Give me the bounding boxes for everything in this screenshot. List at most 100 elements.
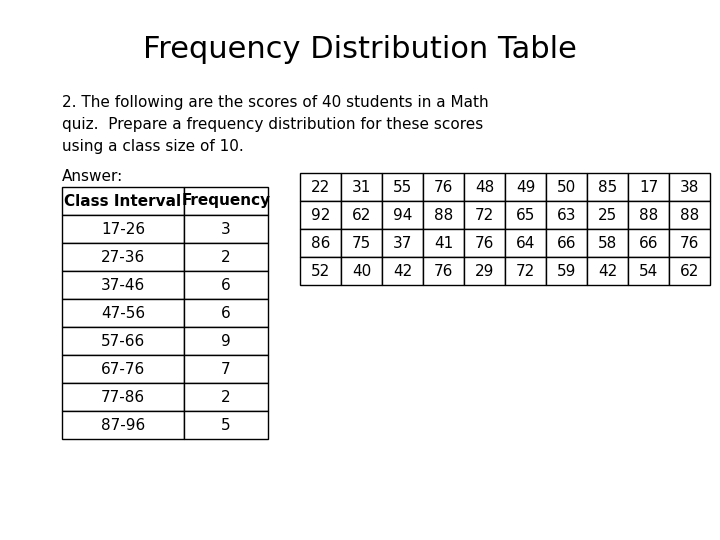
Text: 49: 49 <box>516 179 535 194</box>
Bar <box>184 355 268 383</box>
Bar <box>62 355 184 383</box>
Text: Frequency Distribution Table: Frequency Distribution Table <box>143 35 577 64</box>
Text: 87-96: 87-96 <box>101 417 145 433</box>
Bar <box>184 327 268 355</box>
Text: 50: 50 <box>557 179 576 194</box>
Bar <box>62 243 184 271</box>
Text: 31: 31 <box>352 179 372 194</box>
Text: 88: 88 <box>639 207 658 222</box>
Text: 64: 64 <box>516 235 535 251</box>
Text: 94: 94 <box>393 207 412 222</box>
Text: 76: 76 <box>474 235 494 251</box>
Text: 67-76: 67-76 <box>101 361 145 376</box>
Bar <box>341 257 382 285</box>
Bar <box>587 201 628 229</box>
Bar <box>184 215 268 243</box>
Text: 72: 72 <box>475 207 494 222</box>
Bar <box>382 201 423 229</box>
Text: 48: 48 <box>475 179 494 194</box>
Text: 42: 42 <box>598 264 617 279</box>
Bar <box>184 243 268 271</box>
Text: 63: 63 <box>557 207 576 222</box>
Bar <box>184 299 268 327</box>
Text: using a class size of 10.: using a class size of 10. <box>62 139 244 154</box>
Bar <box>300 201 341 229</box>
Text: 85: 85 <box>598 179 617 194</box>
Bar <box>184 383 268 411</box>
Text: Answer:: Answer: <box>62 169 123 184</box>
Bar <box>423 173 464 201</box>
Text: 58: 58 <box>598 235 617 251</box>
Bar <box>628 257 669 285</box>
Text: Class Interval: Class Interval <box>64 193 181 208</box>
Text: 65: 65 <box>516 207 535 222</box>
Text: 22: 22 <box>311 179 330 194</box>
Text: 7: 7 <box>221 361 231 376</box>
Text: 17-26: 17-26 <box>101 221 145 237</box>
Bar <box>669 229 710 257</box>
Text: 76: 76 <box>434 264 453 279</box>
Bar <box>62 271 184 299</box>
Text: 38: 38 <box>680 179 699 194</box>
Bar <box>628 229 669 257</box>
Text: 6: 6 <box>221 278 231 293</box>
Bar <box>669 257 710 285</box>
Text: 25: 25 <box>598 207 617 222</box>
Bar <box>62 187 184 215</box>
Text: 2: 2 <box>221 249 231 265</box>
Bar <box>341 229 382 257</box>
Bar <box>505 257 546 285</box>
Text: 27-36: 27-36 <box>101 249 145 265</box>
Text: Frequency: Frequency <box>181 193 271 208</box>
Text: 2: 2 <box>221 389 231 404</box>
Bar <box>505 173 546 201</box>
Text: 66: 66 <box>639 235 658 251</box>
Bar <box>546 173 587 201</box>
Bar <box>184 187 268 215</box>
Text: 59: 59 <box>557 264 576 279</box>
Bar <box>423 257 464 285</box>
Text: 62: 62 <box>680 264 699 279</box>
Bar <box>300 229 341 257</box>
Text: 6: 6 <box>221 306 231 321</box>
Bar <box>669 173 710 201</box>
Text: 40: 40 <box>352 264 371 279</box>
Bar <box>382 257 423 285</box>
Bar <box>62 215 184 243</box>
Text: 92: 92 <box>311 207 330 222</box>
Bar <box>464 173 505 201</box>
Text: 41: 41 <box>434 235 453 251</box>
Bar <box>382 173 423 201</box>
Text: 75: 75 <box>352 235 371 251</box>
Bar <box>546 229 587 257</box>
Bar <box>628 201 669 229</box>
Text: 88: 88 <box>680 207 699 222</box>
Text: 37: 37 <box>393 235 412 251</box>
Bar <box>546 201 587 229</box>
Text: 54: 54 <box>639 264 658 279</box>
Bar <box>587 173 628 201</box>
Bar <box>423 229 464 257</box>
Bar <box>628 173 669 201</box>
Text: 47-56: 47-56 <box>101 306 145 321</box>
Bar <box>669 201 710 229</box>
Text: 9: 9 <box>221 334 231 348</box>
Bar <box>546 257 587 285</box>
Text: 77-86: 77-86 <box>101 389 145 404</box>
Text: 86: 86 <box>311 235 330 251</box>
Bar <box>505 201 546 229</box>
Text: quiz.  Prepare a frequency distribution for these scores: quiz. Prepare a frequency distribution f… <box>62 117 483 132</box>
Bar <box>464 201 505 229</box>
Text: 42: 42 <box>393 264 412 279</box>
Text: 62: 62 <box>352 207 372 222</box>
Text: 37-46: 37-46 <box>101 278 145 293</box>
Text: 72: 72 <box>516 264 535 279</box>
Text: 29: 29 <box>474 264 494 279</box>
Text: 76: 76 <box>434 179 453 194</box>
Bar <box>382 229 423 257</box>
Bar <box>300 173 341 201</box>
Bar <box>184 411 268 439</box>
Bar <box>423 201 464 229</box>
Text: 2. The following are the scores of 40 students in a Math: 2. The following are the scores of 40 st… <box>62 95 489 110</box>
Text: 57-66: 57-66 <box>101 334 145 348</box>
